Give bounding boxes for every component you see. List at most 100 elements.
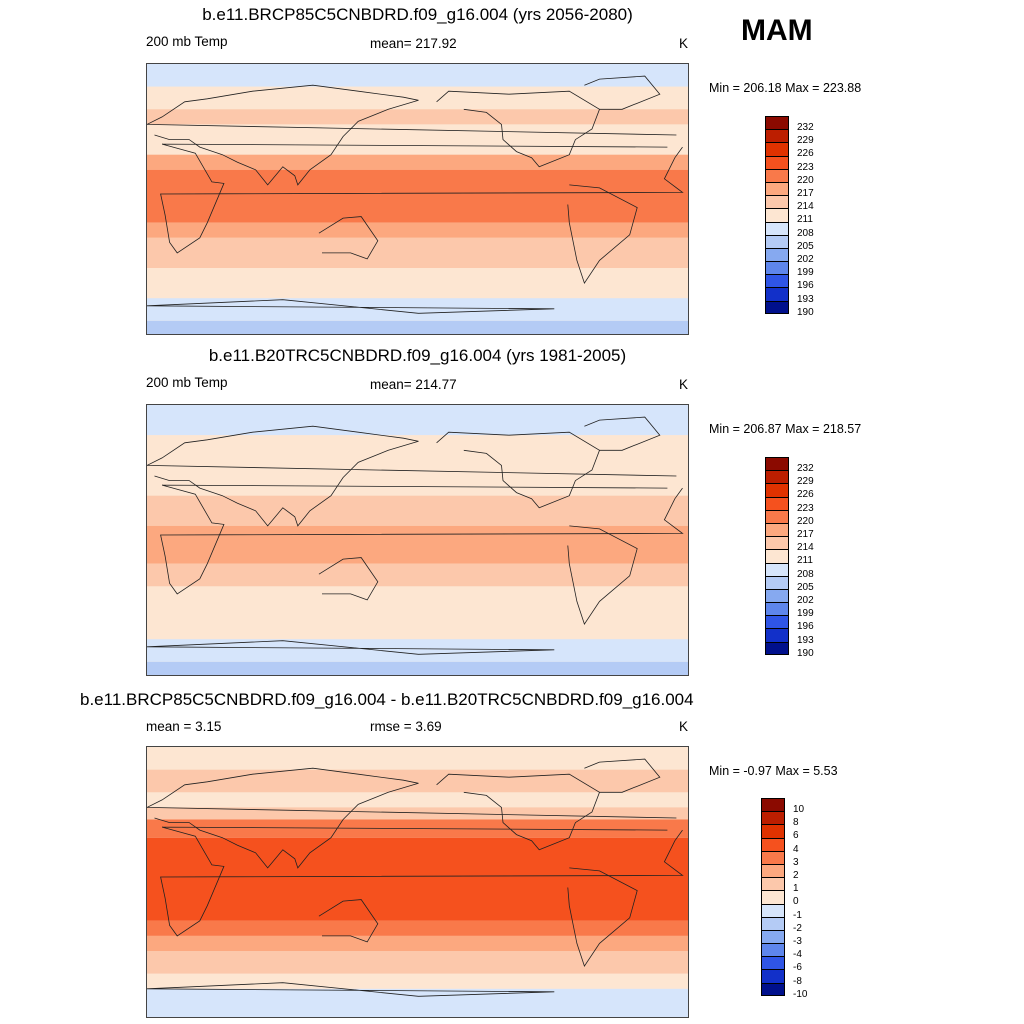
temperature-band — [147, 563, 688, 587]
colorbar-label: 214 — [797, 542, 814, 554]
colorbar-cell — [765, 628, 789, 642]
colorbar-cell — [761, 982, 785, 996]
panel-1-colorbar — [765, 116, 789, 314]
colorbar-label: 211 — [797, 214, 813, 226]
panel-3-unit-label: K — [679, 719, 689, 734]
panel-1-map — [146, 63, 689, 335]
colorbar-label: 220 — [797, 174, 814, 186]
panel-2-mean-label: mean= 214.77 — [370, 377, 457, 392]
colorbar-label: 199 — [797, 608, 814, 620]
panel-2-variable-label: 200 mb Temp — [146, 375, 228, 390]
colorbar-label: 220 — [797, 515, 814, 527]
colorbar-cell — [761, 890, 785, 904]
colorbar-cell — [765, 575, 789, 589]
colorbar-cell — [765, 602, 789, 616]
temperature-band — [147, 124, 688, 155]
colorbar-label: 217 — [797, 529, 814, 540]
coastline — [160, 484, 684, 595]
panel-3-map — [146, 746, 689, 1018]
colorbar-cell — [761, 903, 785, 917]
colorbar-label: 208 — [797, 568, 814, 580]
colorbar-cell — [761, 837, 785, 851]
panel-1-variable-label: 200 mb Temp — [146, 34, 228, 49]
coastline — [147, 982, 555, 997]
colorbar-label: -6 — [793, 962, 802, 974]
colorbar-cell — [765, 641, 789, 655]
temperature-band — [147, 298, 688, 321]
colorbar-label: 190 — [797, 306, 814, 318]
colorbar-label: 196 — [797, 621, 814, 633]
coastline — [567, 867, 638, 968]
colorbar-cell — [761, 929, 785, 944]
temperature-band — [147, 86, 688, 110]
temperature-band — [147, 435, 688, 481]
colorbar-cell — [765, 234, 789, 248]
coastline — [318, 557, 379, 601]
colorbar-cell — [765, 129, 789, 143]
colorbar-cell — [765, 181, 789, 196]
colorbar-cell — [765, 168, 789, 182]
colorbar-cell — [765, 287, 789, 301]
colorbar-label: 232 — [797, 463, 814, 474]
colorbar-label: 193 — [797, 634, 814, 646]
temperature-band — [147, 935, 688, 951]
colorbar-cell — [765, 483, 789, 497]
coastline — [567, 184, 638, 285]
panel-1-mean-label: mean= 217.92 — [370, 36, 457, 51]
colorbar-cell — [761, 916, 785, 930]
colorbar-label: 223 — [797, 161, 814, 173]
colorbar-label: 226 — [797, 489, 814, 501]
temperature-band — [147, 405, 688, 436]
temperature-band — [147, 64, 688, 87]
panel-2-colorbar — [765, 457, 789, 655]
colorbar-label: 196 — [797, 280, 814, 292]
coastline — [567, 525, 638, 626]
panel-3-rmse-label: rmse = 3.69 — [370, 719, 442, 734]
temperature-band — [147, 480, 688, 496]
temperature-band — [147, 951, 688, 974]
temperature-band — [147, 988, 688, 1017]
temperature-band — [147, 495, 688, 526]
colorbar-cell — [765, 221, 789, 235]
colorbar-label: -3 — [793, 936, 802, 947]
temperature-band — [147, 792, 688, 808]
colorbar-cell — [765, 116, 789, 130]
colorbar-cell — [761, 811, 785, 825]
temperature-band — [147, 169, 688, 223]
colorbar-label: 202 — [797, 595, 814, 606]
colorbar-cell — [761, 969, 785, 983]
colorbar-cell — [765, 274, 789, 288]
temperature-band — [147, 920, 688, 936]
colorbar-label: 217 — [797, 188, 814, 199]
colorbar-cell — [765, 247, 789, 262]
temperature-band — [147, 237, 688, 268]
coastline — [147, 767, 677, 869]
colorbar-cell — [765, 470, 789, 484]
panel-1-map-svg — [147, 64, 688, 334]
colorbar-label: 214 — [797, 201, 814, 213]
coastline — [160, 826, 684, 937]
temperature-band — [147, 661, 688, 675]
temperature-band — [147, 769, 688, 793]
coastline — [147, 425, 677, 527]
coastline — [584, 416, 661, 451]
colorbar-cell — [761, 877, 785, 891]
colorbar-label: -1 — [793, 909, 802, 921]
colorbar-label: 229 — [797, 135, 814, 147]
panel-3-mean-label: mean = 3.15 — [146, 719, 222, 734]
colorbar-label: 208 — [797, 227, 814, 239]
colorbar-label: 211 — [797, 555, 813, 567]
colorbar-label: -2 — [793, 922, 802, 934]
coastline — [147, 299, 555, 314]
colorbar-label: -4 — [793, 949, 802, 961]
temperature-band — [147, 268, 688, 299]
coastline — [160, 143, 684, 254]
colorbar-cell — [765, 155, 789, 169]
colorbar-label: -10 — [793, 988, 808, 1000]
colorbar-cell — [765, 208, 789, 222]
colorbar-cell — [765, 300, 789, 314]
panel-1-title: b.e11.BRCP85C5CNBDRD.f09_g16.004 (yrs 20… — [202, 5, 633, 24]
colorbar-cell — [765, 588, 789, 603]
colorbar-cell — [765, 549, 789, 563]
coastline — [436, 431, 600, 509]
